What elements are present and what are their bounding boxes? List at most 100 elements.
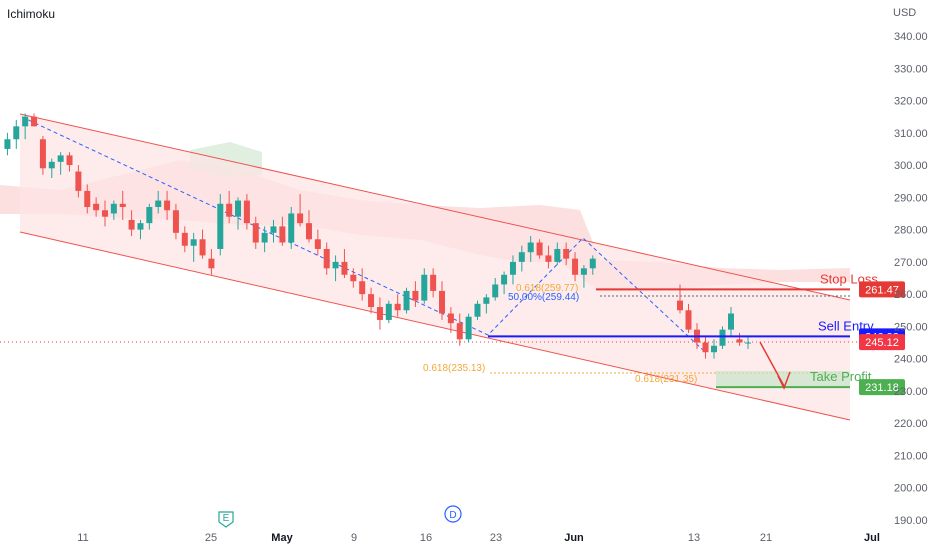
candle-body xyxy=(128,219,135,230)
candle-body xyxy=(563,248,570,259)
candle xyxy=(146,203,153,230)
price-tag xyxy=(859,334,905,351)
candle xyxy=(685,303,692,333)
candle xyxy=(199,229,206,259)
candle xyxy=(190,232,197,262)
candle xyxy=(39,136,46,175)
candle xyxy=(110,200,117,220)
candle-body xyxy=(403,290,410,311)
candle xyxy=(4,132,11,156)
candle xyxy=(527,236,534,262)
candle-body xyxy=(75,171,82,191)
candle xyxy=(57,152,64,175)
currency-label: USD xyxy=(893,7,916,19)
candle xyxy=(554,242,561,266)
candle xyxy=(341,248,348,278)
price-axis[interactable]: 340.00 330.00 320.00 310.00 300.00 290.00 280.… xyxy=(894,31,928,527)
candle xyxy=(430,268,437,298)
candle-body xyxy=(394,303,401,311)
candle xyxy=(288,207,295,249)
candle xyxy=(297,194,304,227)
candle-body xyxy=(172,210,179,233)
y-tick-label: 290.00 xyxy=(894,192,928,204)
x-tick-label: 9 xyxy=(351,532,357,544)
candle xyxy=(394,294,401,317)
candle-body xyxy=(745,342,751,344)
candle-body xyxy=(31,116,38,127)
candle-body xyxy=(509,261,516,275)
candle xyxy=(243,194,250,230)
indicator-label: Ichimoku xyxy=(7,7,55,21)
x-tick-label: Jul xyxy=(864,532,880,544)
candle-body xyxy=(572,258,579,275)
candle-body xyxy=(518,252,525,262)
candle-body xyxy=(439,290,446,314)
candle-body xyxy=(554,248,561,262)
candle-body xyxy=(66,155,73,166)
candle xyxy=(172,203,179,240)
candle-body xyxy=(13,126,20,140)
candle-body xyxy=(4,139,11,149)
candle xyxy=(235,197,242,230)
candle xyxy=(155,190,162,214)
candle xyxy=(350,268,357,288)
candle xyxy=(492,278,499,301)
candle xyxy=(48,158,55,178)
candle-body xyxy=(226,203,233,217)
y-tick-label: 200.00 xyxy=(894,483,928,495)
event-marker-d[interactable]: D xyxy=(444,505,462,523)
price-tag-value: 245.12 xyxy=(865,337,899,349)
candle-body xyxy=(376,307,383,320)
candle-body xyxy=(483,297,490,304)
candle xyxy=(456,313,463,346)
fib-label: 0.618(231.35) xyxy=(635,374,697,385)
candle-body xyxy=(199,239,206,256)
zigzag-lines xyxy=(21,116,704,351)
fib-label: 0.618(259.77) xyxy=(516,283,578,294)
candle-body xyxy=(536,242,543,256)
candle-body xyxy=(456,323,463,340)
candle xyxy=(22,113,29,140)
candle xyxy=(305,210,312,243)
candle xyxy=(474,300,481,320)
x-tick-label: 16 xyxy=(420,532,432,544)
candle xyxy=(563,242,570,266)
candle-body xyxy=(527,242,534,253)
candle-body xyxy=(84,190,91,208)
candle-body xyxy=(235,200,242,217)
candle xyxy=(119,190,126,220)
price-tag-value: 231.18 xyxy=(865,382,899,394)
fib-labels: 0.618(259.77)50.00%(259.44) 0.618(235.13)… xyxy=(423,283,697,385)
candle-body xyxy=(702,342,709,353)
y-tick-label: 240.00 xyxy=(894,354,928,366)
candle xyxy=(252,216,259,249)
candle-body xyxy=(243,200,250,224)
candle-body xyxy=(341,261,348,275)
candle-body xyxy=(350,274,357,282)
candle-body xyxy=(677,300,683,311)
x-tick-label: 21 xyxy=(760,532,772,544)
candle-body xyxy=(728,313,734,330)
candle-body xyxy=(368,294,375,308)
candle-body xyxy=(164,200,171,211)
candle xyxy=(368,287,375,314)
x-tick-label: 25 xyxy=(205,532,217,544)
candle-body xyxy=(155,200,162,208)
candle-body xyxy=(110,203,117,214)
candle-body xyxy=(412,290,419,301)
y-tick-label: 310.00 xyxy=(894,128,928,140)
earnings-icon xyxy=(218,511,234,528)
candle xyxy=(181,226,188,253)
candle xyxy=(314,229,321,256)
time-axis[interactable]: 11 25 May 9 16 23 Jun 13 21 Jul xyxy=(77,532,880,544)
y-tick-label: 250.00 xyxy=(894,321,928,333)
event-marker-e[interactable]: E xyxy=(218,511,234,528)
candle xyxy=(736,332,743,346)
fib-label: 50.00%(259.44) xyxy=(508,292,579,303)
candle-body xyxy=(589,258,596,269)
candle-body xyxy=(421,274,428,301)
